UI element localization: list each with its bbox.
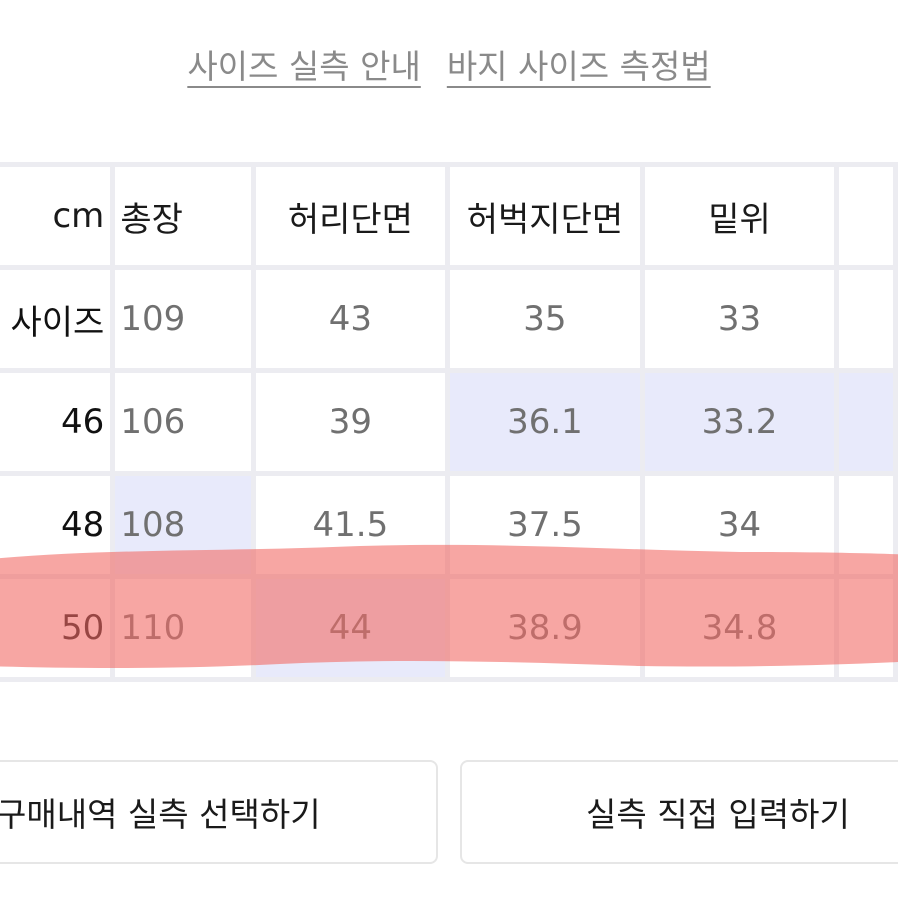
cell-total-length: 109	[115, 270, 251, 368]
cell-thigh: 36.1	[450, 373, 640, 471]
cell-rise: 33	[644, 270, 835, 368]
cell-waist: 39	[255, 373, 446, 471]
row-label: 46	[0, 373, 111, 471]
cell-rise: 33.2	[644, 373, 835, 471]
select-from-purchases-label: 구매내역 실측 선택하기	[0, 795, 321, 834]
cell-total-length: 106	[115, 373, 251, 471]
row-label: 48	[0, 476, 111, 574]
size-table-container: cm 총장 허리단면 허벅지단면 밑위 내 사이즈 109 43 35 33 4…	[0, 162, 898, 682]
table-row: 내 사이즈 109 43 35 33	[0, 270, 893, 368]
cell-extra	[839, 579, 893, 677]
cell-rise: 34	[644, 476, 835, 574]
header-thigh: 허벅지단면	[450, 167, 640, 265]
cell-total-length: 108	[115, 476, 251, 574]
guide-links: 사이즈 실측 안내 바지 사이즈 측정법	[0, 40, 898, 88]
size-guide-link[interactable]: 사이즈 실측 안내	[187, 47, 421, 86]
header-rise: 밑위	[644, 167, 835, 265]
cell-extra	[839, 476, 893, 574]
cell-extra	[839, 270, 893, 368]
cell-thigh: 37.5	[450, 476, 640, 574]
cell-total-length: 110	[115, 579, 251, 677]
cell-waist: 41.5	[255, 476, 446, 574]
select-from-purchases-button[interactable]: 구매내역 실측 선택하기	[0, 760, 438, 864]
manual-input-label: 실측 직접 입력하기	[586, 795, 850, 834]
table-header-row: cm 총장 허리단면 허벅지단면 밑위	[0, 167, 893, 265]
manual-input-button[interactable]: 실측 직접 입력하기	[460, 760, 898, 864]
cell-waist: 43	[255, 270, 446, 368]
cell-extra	[839, 373, 893, 471]
header-extra	[839, 167, 893, 265]
cell-thigh: 35	[450, 270, 640, 368]
cell-thigh: 38.9	[450, 579, 640, 677]
header-total-length: 총장	[115, 167, 251, 265]
header-unit: cm	[0, 167, 111, 265]
pants-measure-link[interactable]: 바지 사이즈 측정법	[446, 47, 711, 86]
cell-rise: 34.8	[644, 579, 835, 677]
cell-waist: 44	[255, 579, 446, 677]
table-row: 50 110 44 38.9 34.8	[0, 579, 893, 677]
row-label: 내 사이즈	[0, 270, 111, 368]
size-table: cm 총장 허리단면 허벅지단면 밑위 내 사이즈 109 43 35 33 4…	[0, 162, 898, 682]
row-label: 50	[0, 579, 111, 677]
header-waist: 허리단면	[255, 167, 446, 265]
table-row: 48 108 41.5 37.5 34	[0, 476, 893, 574]
table-row: 46 106 39 36.1 33.2	[0, 373, 893, 471]
